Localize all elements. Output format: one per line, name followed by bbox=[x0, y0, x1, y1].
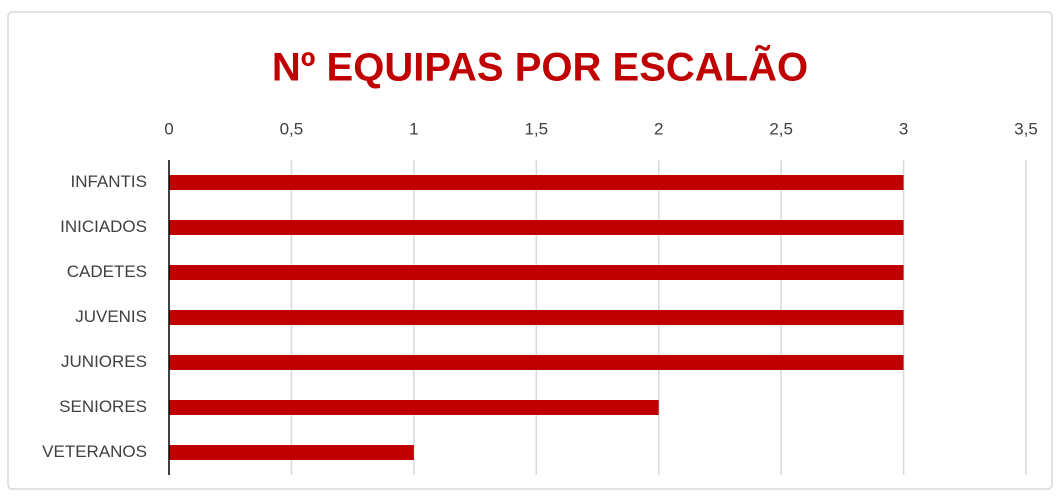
x-tick-label: 1,5 bbox=[524, 119, 548, 138]
x-tick-label: 1 bbox=[409, 119, 418, 138]
x-tick-label: 3,5 bbox=[1014, 119, 1038, 138]
x-tick-label: 3 bbox=[899, 119, 908, 138]
bar bbox=[169, 355, 904, 370]
chart-title: Nº EQUIPAS POR ESCALÃO bbox=[272, 44, 808, 90]
bar bbox=[169, 220, 904, 235]
x-tick-label: 2,5 bbox=[769, 119, 793, 138]
y-tick-label: SENIORES bbox=[59, 397, 147, 416]
y-tick-label: CADETES bbox=[67, 262, 147, 281]
x-tick-label: 0,5 bbox=[280, 119, 304, 138]
y-tick-label: VETERANOS bbox=[42, 442, 147, 461]
bar bbox=[169, 265, 904, 280]
x-tick-label: 2 bbox=[654, 119, 663, 138]
x-tick-label: 0 bbox=[164, 119, 173, 138]
y-tick-label: INFANTIS bbox=[70, 172, 147, 191]
bar bbox=[169, 175, 904, 190]
bar bbox=[169, 310, 904, 325]
y-tick-label: JUNIORES bbox=[61, 352, 147, 371]
y-tick-label: JUVENIS bbox=[75, 307, 147, 326]
y-tick-label: INICIADOS bbox=[60, 217, 147, 236]
bar bbox=[169, 445, 414, 460]
bar bbox=[169, 400, 659, 415]
